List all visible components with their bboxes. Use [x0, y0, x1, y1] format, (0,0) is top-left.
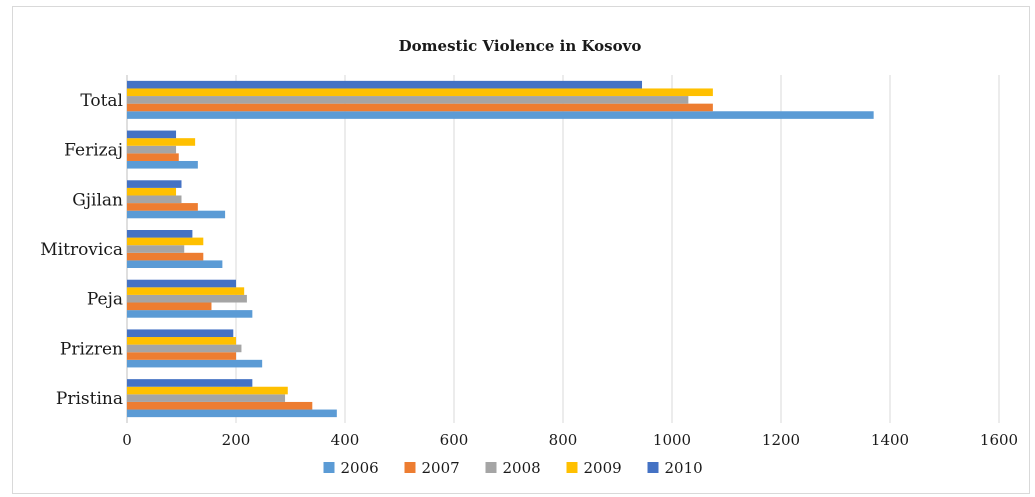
- category-label: Peja: [87, 290, 123, 310]
- bar-pristina-2008: [127, 394, 286, 402]
- bars: [127, 80, 874, 418]
- bar-mitrovica-2008: [127, 245, 185, 253]
- bar-peja-2010: [127, 279, 236, 288]
- x-tick-label: 200: [222, 431, 251, 449]
- bar-mitrovica-2006: [127, 260, 223, 268]
- legend-label: 2007: [422, 459, 460, 477]
- category-label: Total: [80, 91, 123, 111]
- bar-mitrovica-2010: [127, 230, 193, 238]
- bar-mitrovica-2009: [127, 237, 204, 246]
- bar-gjilan-2008: [127, 195, 182, 204]
- category-labels: Pristina Prizren Peja Mitrovica Gjilan Feriza…: [40, 91, 123, 409]
- legend: 2006 2007 2008 2009 2010: [323, 459, 703, 477]
- bar-ferizaj-2008: [127, 145, 177, 154]
- bar-prizren-2010: [127, 329, 234, 338]
- bar-ferizaj-2007: [127, 153, 179, 161]
- bar-pristina-2007: [127, 401, 313, 410]
- legend-label: 2010: [665, 459, 703, 477]
- bar-ferizaj-2010: [127, 130, 177, 139]
- x-tick-label: 1600: [980, 431, 1018, 449]
- bar-peja-2007: [127, 302, 212, 311]
- category-label: Pristina: [56, 389, 123, 409]
- category-label: Mitrovica: [40, 240, 123, 260]
- bar-pristina-2010: [127, 379, 253, 387]
- x-tick-label: 800: [549, 431, 578, 449]
- gridlines: [126, 75, 1000, 423]
- bar-total-2009: [127, 88, 713, 97]
- bar-peja-2006: [127, 310, 253, 318]
- bar-gjilan-2006: [127, 210, 226, 219]
- legend-swatch: [566, 462, 578, 473]
- x-tick-label: 1000: [653, 431, 691, 449]
- legend-swatch: [323, 462, 335, 473]
- legend-swatch: [485, 462, 497, 473]
- bar-prizren-2009: [127, 337, 236, 345]
- chart-title: Domestic Violence in Kosovo: [399, 37, 642, 55]
- bar-ferizaj-2009: [127, 138, 196, 146]
- bar-mitrovica-2007: [127, 252, 204, 261]
- legend-swatch: [404, 462, 416, 473]
- bar-total-2006: [127, 111, 874, 119]
- bar-chart: Domestic Violence in Kosovo Pristina Priz…: [40, 37, 1018, 477]
- bar-ferizaj-2006: [127, 160, 198, 169]
- bar-prizren-2006: [127, 359, 263, 368]
- x-tick-label: 0: [122, 431, 132, 449]
- x-tick-label: 400: [331, 431, 360, 449]
- category-label: Prizren: [60, 339, 123, 359]
- x-tick-label: 600: [440, 431, 469, 449]
- bar-peja-2008: [127, 294, 247, 303]
- bar-peja-2009: [127, 287, 245, 295]
- bar-prizren-2007: [127, 352, 236, 360]
- legend-label: 2009: [584, 459, 622, 477]
- legend-label: 2006: [341, 459, 379, 477]
- bar-total-2010: [127, 80, 643, 89]
- bar-gjilan-2007: [127, 203, 198, 211]
- bar-gjilan-2010: [127, 180, 182, 188]
- bar-pristina-2006: [127, 409, 337, 418]
- legend-label: 2008: [503, 459, 541, 477]
- legend-swatch: [647, 462, 659, 473]
- x-tick-labels: 0 200 400 600 800 1000 1200 1400 1600: [122, 431, 1018, 449]
- chart-frame: Domestic Violence in Kosovo Pristina Priz…: [12, 6, 1030, 494]
- bar-gjilan-2009: [127, 187, 177, 196]
- x-tick-label: 1200: [762, 431, 800, 449]
- bar-prizren-2008: [127, 344, 242, 353]
- bar-total-2007: [127, 103, 713, 112]
- bar-total-2008: [127, 96, 689, 104]
- category-label: Ferizaj: [64, 141, 123, 161]
- category-label: Gjilan: [72, 190, 123, 210]
- x-tick-label: 1400: [871, 431, 909, 449]
- bar-pristina-2009: [127, 386, 288, 395]
